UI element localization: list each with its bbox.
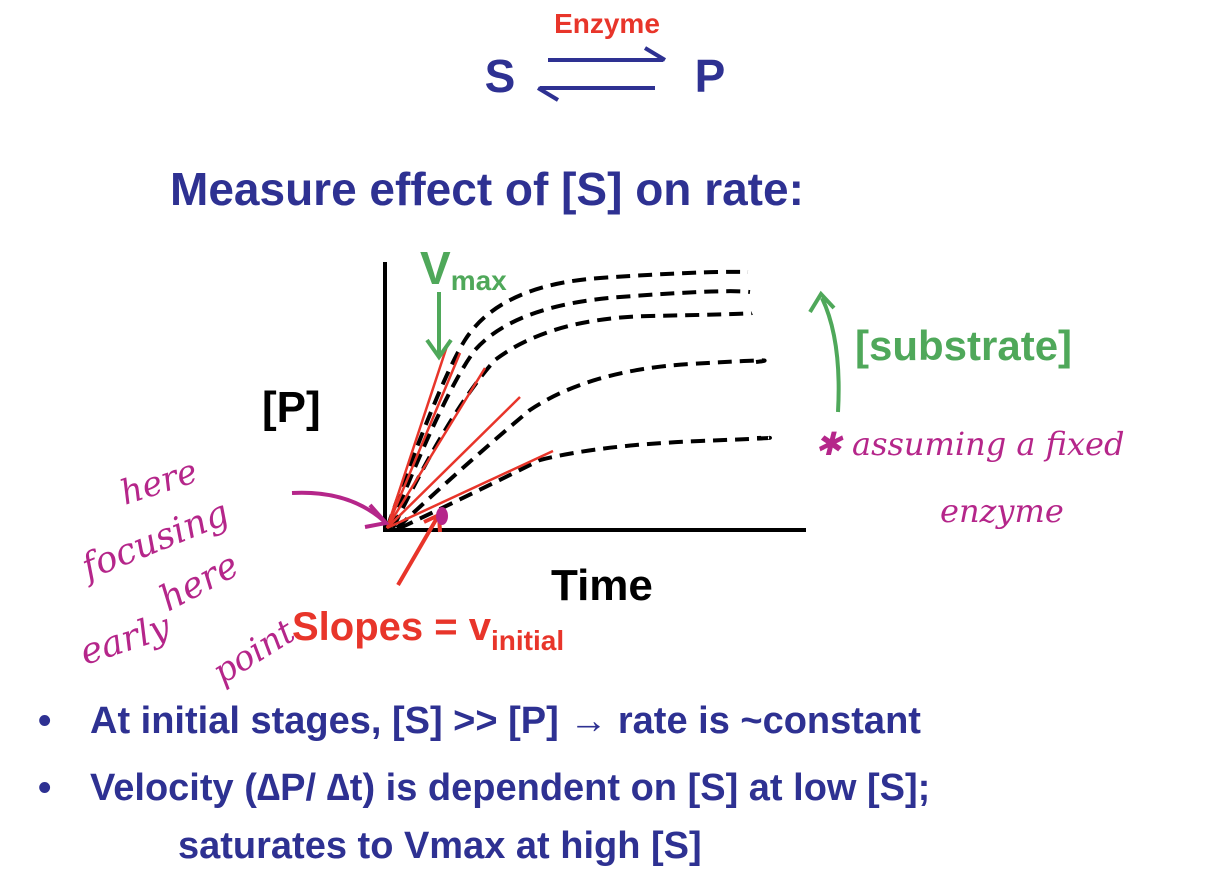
- bullet-1: At initial stages, [S] >> [P] → rate is …: [90, 700, 921, 742]
- increasing-substrate-arrow-icon: [808, 290, 841, 413]
- vmax-label: Vmax: [420, 242, 507, 296]
- product-vs-time-diagram: [P] Time Vmax [substrate] Slopes = vinit…: [262, 242, 1072, 656]
- annotation-point: point: [206, 612, 303, 693]
- bullet-list: • At initial stages, [S] >> [P] → rate i…: [38, 700, 930, 867]
- progress-curve-4: [395, 358, 767, 530]
- handwritten-arrow-icon: [291, 490, 390, 529]
- slopes-label: Slopes = vinitial: [292, 605, 564, 656]
- product-label: P: [695, 50, 726, 102]
- slide-title: Measure effect of [S] on rate:: [170, 163, 804, 215]
- vmax-arrow-icon: [425, 292, 453, 361]
- x-axis-label: Time: [551, 561, 653, 610]
- progress-curve-3: [391, 311, 753, 529]
- enzyme-label: Enzyme: [554, 8, 660, 39]
- progress-curve-5: [399, 435, 772, 530]
- progress-curve-1: [385, 269, 749, 529]
- progress-curve-2: [388, 289, 751, 529]
- bullet-marker: •: [38, 767, 51, 809]
- bullet-marker: •: [38, 700, 51, 742]
- reaction-equation: Enzyme S P: [485, 8, 726, 102]
- annotation-assuming-fixed: ✱ assuming a fixed: [815, 425, 1124, 463]
- handwritten-mark: [436, 507, 448, 525]
- bullet-2-line-1: Velocity (∆P/ ∆t) is dependent on [S] at…: [90, 767, 930, 809]
- initial-slope-tangents: [385, 342, 554, 530]
- annotation-enzyme: enzyme: [940, 492, 1064, 530]
- annotation-early: early: [75, 606, 176, 674]
- axes: [383, 262, 806, 532]
- substrate-label: S: [485, 50, 516, 102]
- handwritten-annotations: here focusing here early point ✱ assumin…: [73, 425, 1124, 693]
- y-axis-label: [P]: [262, 383, 321, 432]
- equilibrium-arrows-icon: [536, 46, 667, 102]
- substrate-label: [substrate]: [855, 322, 1072, 369]
- bullet-2-line-2: saturates to Vmax at high [S]: [178, 825, 702, 867]
